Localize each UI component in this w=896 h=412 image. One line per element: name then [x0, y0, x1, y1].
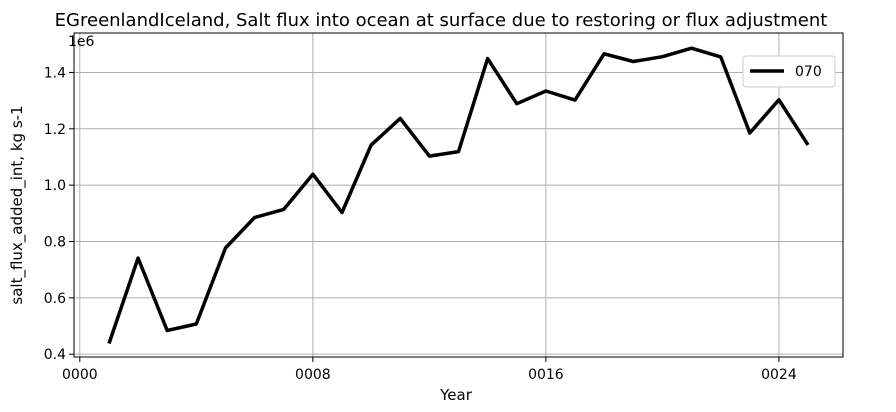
- series-line-070: [107, 46, 810, 345]
- legend-box: [742, 55, 836, 88]
- x-axis-ticks: 0000 0008 0016 0024: [62, 357, 797, 383]
- y-tick-label: 1.4: [44, 65, 66, 81]
- x-tick-label: 0008: [295, 367, 331, 383]
- y-axis-ticks: 0.4 0.6 0.8 1.0 1.2 1.4: [44, 65, 74, 363]
- y-offset-text: 1e6: [68, 34, 95, 50]
- x-tick-label: 0016: [528, 367, 564, 383]
- x-tick-label: 0024: [761, 367, 797, 383]
- y-tick-label: 1.0: [44, 178, 66, 194]
- legend-label: 070: [795, 64, 822, 80]
- y-tick-label: 0.4: [44, 347, 66, 363]
- x-axis-label: Year: [439, 386, 473, 404]
- y-tick-label: 1.2: [44, 122, 66, 138]
- x-tick-label: 0000: [62, 367, 98, 383]
- legend: 070: [742, 55, 836, 88]
- chart-title: EGreenlandIceland, Salt flux into ocean …: [55, 10, 828, 31]
- y-axis-label: salt_flux_added_int, kg s-1: [8, 105, 27, 304]
- series-layer: [107, 46, 810, 345]
- grid-lines: [74, 33, 843, 357]
- y-tick-label: 0.8: [44, 234, 66, 250]
- plot-area-frame: [73, 32, 844, 358]
- y-tick-label: 0.6: [44, 291, 66, 307]
